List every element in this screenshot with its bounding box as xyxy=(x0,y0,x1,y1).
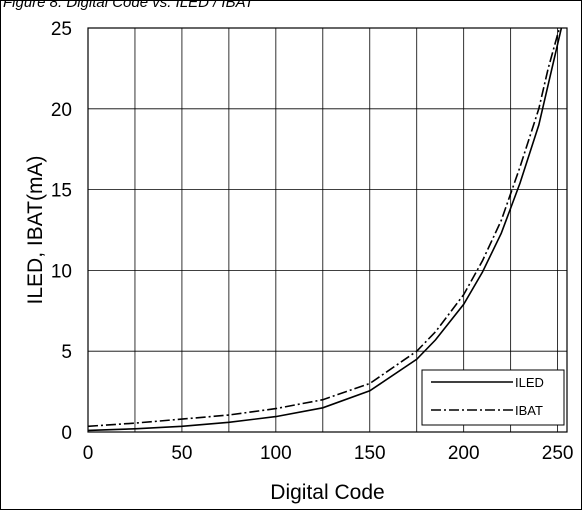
y-axis-label: ILED, IBAT(mA) xyxy=(24,156,47,305)
x-tick-label: 200 xyxy=(448,443,480,464)
x-tick-label: 100 xyxy=(260,443,292,464)
y-tick-label: 10 xyxy=(51,261,72,282)
y-tick-label: 5 xyxy=(61,342,72,363)
y-tick-label: 25 xyxy=(51,19,72,40)
plot-border xyxy=(87,27,568,433)
series-line-ibat xyxy=(87,27,561,428)
series-line-iled xyxy=(87,27,563,432)
legend: ILED IBAT xyxy=(421,369,565,426)
figure-caption: Figure 8. Digital Code vs. ILED / IBAT xyxy=(3,0,254,11)
y-tick-label: 20 xyxy=(51,100,72,121)
series-layer xyxy=(87,27,563,432)
legend-box xyxy=(421,369,565,426)
x-tick-label: 250 xyxy=(542,443,574,464)
x-axis-label: Digital Code xyxy=(270,481,384,504)
legend-label-iled: ILED xyxy=(515,375,544,390)
x-tick-label: 50 xyxy=(171,443,192,464)
y-tick-label: 0 xyxy=(61,423,72,444)
tick-labels: 0 50 100 150 200 250 0 5 10 15 20 25 xyxy=(51,19,574,464)
x-tick-label: 150 xyxy=(354,443,386,464)
x-tick-label: 0 xyxy=(83,443,94,464)
legend-label-ibat: IBAT xyxy=(515,403,543,418)
y-tick-label: 15 xyxy=(51,181,72,202)
